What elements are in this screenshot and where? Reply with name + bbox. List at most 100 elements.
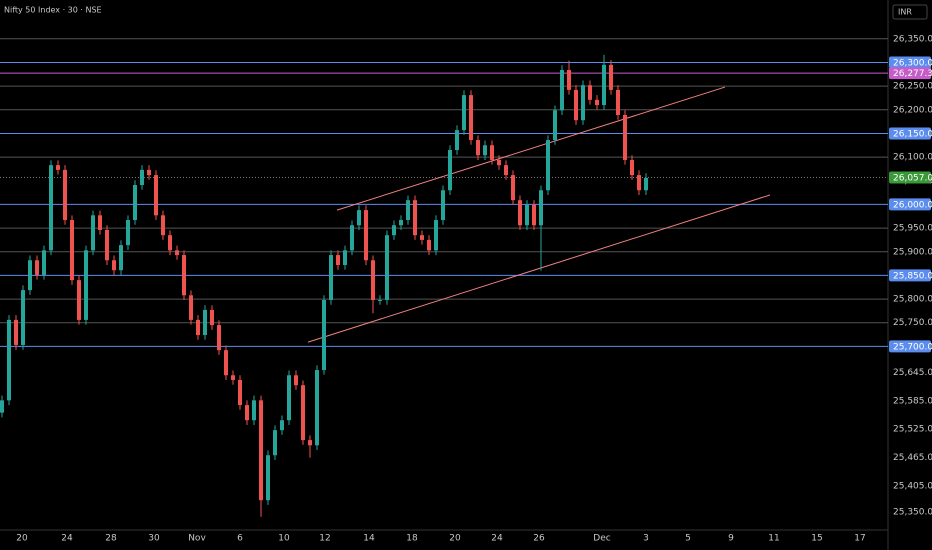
y-tick-label: 25,950.00 <box>893 224 932 234</box>
candle-body <box>455 130 459 151</box>
x-tick-label: 30 <box>148 534 160 544</box>
candle-body <box>266 455 270 501</box>
y-tick-label: 25,800.00 <box>893 295 932 305</box>
candle-body <box>98 215 102 230</box>
trend-line <box>307 194 771 343</box>
price-badge <box>889 171 931 184</box>
x-tick-label: 3 <box>643 534 649 544</box>
x-tick-label: 11 <box>768 534 779 544</box>
y-tick-label: 25,525.00 <box>893 425 932 435</box>
candle-body <box>553 110 557 141</box>
x-tick-label: 15 <box>811 534 822 544</box>
candle-body <box>462 95 466 131</box>
candle-body <box>70 220 74 281</box>
candle-body <box>119 245 123 271</box>
candle-body <box>91 215 95 251</box>
candle-body <box>84 250 88 320</box>
x-tick-label: 9 <box>728 534 734 544</box>
candle-body <box>175 250 179 256</box>
candle-body <box>56 165 60 170</box>
price-badge <box>889 67 931 80</box>
candle-body <box>364 210 368 261</box>
candle-body <box>336 255 340 265</box>
candle-body <box>238 379 242 406</box>
x-tick-label: 20 <box>16 534 28 544</box>
candle-body <box>210 309 214 326</box>
candle-body <box>161 215 165 236</box>
x-tick-label: 5 <box>685 534 691 544</box>
candle-body <box>413 200 417 236</box>
currency-box <box>892 4 928 20</box>
candle-body <box>448 150 452 191</box>
candle-body <box>504 165 508 176</box>
candle-body <box>441 190 445 221</box>
candle-body <box>420 235 424 240</box>
price-badge <box>889 198 931 211</box>
candle-body <box>616 89 620 115</box>
candle-body <box>350 225 354 251</box>
candle-body <box>126 220 130 246</box>
candle-body <box>63 169 67 221</box>
candle-body <box>21 290 25 345</box>
chart-title: Nifty 50 Index · 30 · NSE <box>4 6 102 15</box>
price-badge-label: 25,850.00 <box>893 271 932 281</box>
candle-body <box>203 309 207 336</box>
y-tick-label: 26,250.00 <box>893 82 932 92</box>
candle-body <box>567 70 571 90</box>
candle-body <box>637 175 641 191</box>
candle-body <box>42 250 46 275</box>
candle-body <box>259 400 263 501</box>
x-tick-label: Dec <box>593 534 610 544</box>
candle-body <box>245 405 249 421</box>
candle-body <box>427 239 431 251</box>
x-tick-label: 18 <box>406 534 418 544</box>
x-tick-label: 26 <box>533 534 545 544</box>
candle-body <box>469 95 473 141</box>
price-badge <box>889 56 931 69</box>
price-badge-label: 26,000.00 <box>893 200 932 210</box>
candle-body <box>14 319 18 345</box>
y-tick-label: 26,200.00 <box>893 105 932 115</box>
candle-body <box>182 255 186 296</box>
candle-body <box>357 210 361 226</box>
candle-body <box>189 295 193 320</box>
y-tick-label: 25,405.00 <box>893 481 932 491</box>
candle-body <box>525 204 529 226</box>
candle-body <box>147 169 151 176</box>
x-tick-label: 14 <box>363 534 375 544</box>
candle-body <box>273 430 277 456</box>
candle-body <box>602 64 606 106</box>
candle-body <box>133 185 137 221</box>
candle-body <box>483 145 487 156</box>
candle-body <box>560 70 564 111</box>
candle-body <box>35 260 39 275</box>
candle-body <box>287 375 291 421</box>
candle-body <box>539 190 543 226</box>
candle-body <box>399 220 403 226</box>
candle-body <box>511 175 515 201</box>
candle-body <box>343 250 347 265</box>
price-badge-label: 26,277.35 <box>893 69 932 79</box>
candle-body <box>105 229 109 261</box>
candle-body <box>392 225 396 236</box>
currency[interactable]: INR <box>898 8 912 17</box>
candle-body <box>315 370 319 446</box>
candle-body <box>217 325 221 351</box>
y-tick-label: 26,100.00 <box>893 153 932 163</box>
candle-body <box>301 385 305 441</box>
candle-body <box>574 89 578 121</box>
x-tick-label: 20 <box>449 534 461 544</box>
price-badge-label: 26,300.00 <box>893 58 932 68</box>
candle-body <box>77 280 81 320</box>
candle-body <box>476 140 480 156</box>
y-tick-label: 25,465.00 <box>893 453 932 463</box>
candle-body <box>644 177 648 191</box>
candle-body <box>322 300 326 371</box>
candle-body <box>371 260 375 301</box>
candle-body <box>532 204 536 226</box>
candle-body <box>308 440 312 446</box>
candle-body <box>168 235 172 251</box>
x-tick-label: 10 <box>278 534 290 544</box>
price-badge <box>889 127 931 140</box>
